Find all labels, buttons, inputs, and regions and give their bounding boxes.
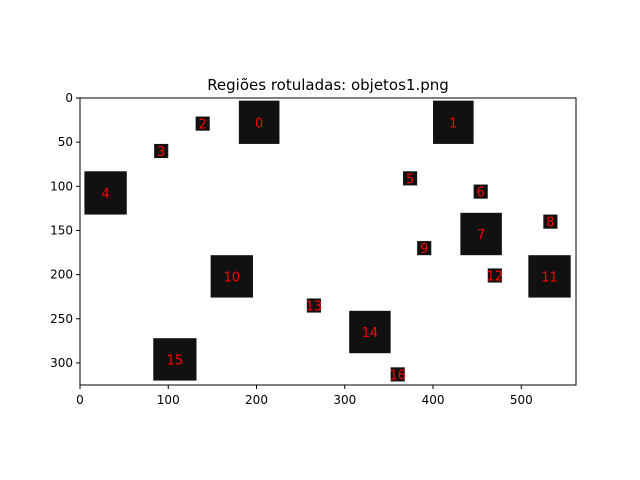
x-tick-label: 400 <box>422 393 445 407</box>
x-tick-label: 300 <box>333 393 356 407</box>
region-2-block <box>195 116 210 131</box>
region-9-block <box>417 241 432 256</box>
x-tick-label: 200 <box>245 393 268 407</box>
region-0-label: 0 <box>255 116 263 131</box>
region-5-label: 5 <box>406 172 414 187</box>
region-13-block <box>306 298 321 313</box>
region-8-block <box>543 214 558 229</box>
y-tick-label: 200 <box>50 268 73 282</box>
y-tick-label: 100 <box>50 179 73 193</box>
region-1-block <box>433 100 474 144</box>
region-6-label: 6 <box>477 186 485 201</box>
region-1-label: 1 <box>449 116 457 131</box>
region-7-label: 7 <box>477 228 485 243</box>
region-15-block <box>153 338 197 381</box>
x-tick-label: 100 <box>157 393 180 407</box>
x-axis: 0 100 200 300 400 500 <box>76 385 533 407</box>
region-15-label: 15 <box>167 353 184 368</box>
chart-title: Regiões rotuladas: objetos1.png <box>207 76 449 94</box>
region-5-block <box>403 171 418 186</box>
region-11-block <box>528 255 571 298</box>
region-13-label: 13 <box>306 300 323 315</box>
region-3-block <box>154 143 169 159</box>
region-3-label: 3 <box>157 145 165 160</box>
y-tick-label: 250 <box>50 312 73 326</box>
region-9-label: 9 <box>420 242 428 257</box>
x-tick-label: 500 <box>510 393 533 407</box>
region-16-label: 16 <box>389 368 406 383</box>
region-14-label: 14 <box>362 326 379 341</box>
region-2-label: 2 <box>199 118 207 133</box>
region-10-block <box>210 255 253 298</box>
y-axis: 0 50 100 150 200 250 300 <box>50 91 80 370</box>
x-tick-label: 0 <box>76 393 84 407</box>
region-4-block <box>84 171 127 215</box>
region-4-label: 4 <box>101 187 109 202</box>
region-14-block <box>349 310 391 354</box>
region-6-block <box>473 184 488 199</box>
region-8-label: 8 <box>546 216 554 231</box>
region-11-label: 11 <box>541 270 558 285</box>
region-0-block <box>238 100 280 144</box>
y-tick-label: 300 <box>50 356 73 370</box>
region-10-label: 10 <box>224 270 241 285</box>
region-12-block <box>487 268 502 283</box>
axes-frame <box>79 97 577 386</box>
region-16-block <box>390 367 405 382</box>
region-12-label: 12 <box>487 269 504 284</box>
y-tick-label: 0 <box>65 91 73 105</box>
region-7-block <box>460 212 502 256</box>
y-tick-label: 150 <box>50 223 73 237</box>
y-tick-label: 50 <box>58 135 73 149</box>
